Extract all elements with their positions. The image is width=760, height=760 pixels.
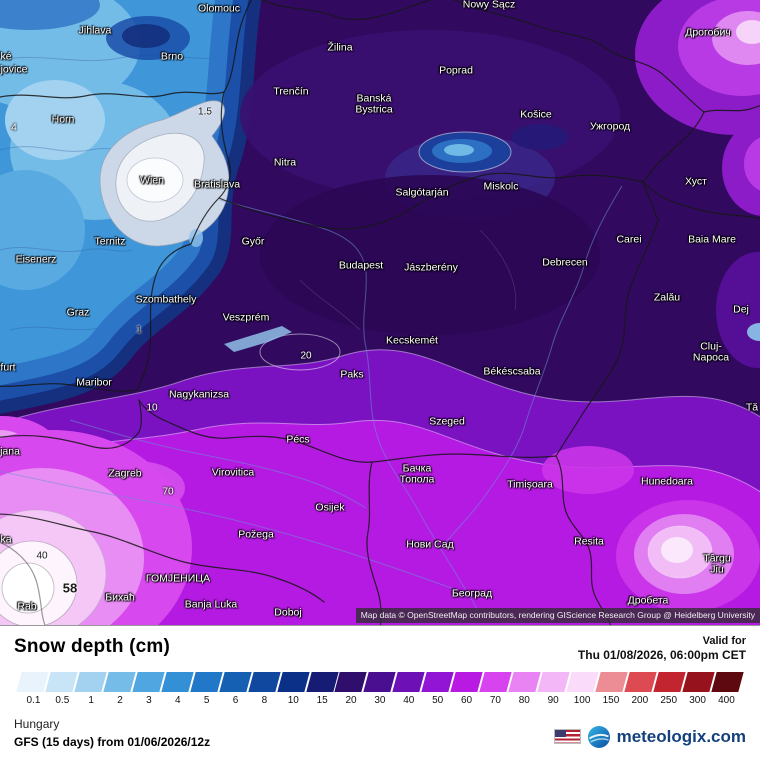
- brand-block: meteologix.com: [553, 725, 746, 749]
- legend-scale-segment: [392, 671, 426, 692]
- legend-scale-segment: [218, 671, 252, 692]
- legend-scale-label: 2: [117, 694, 123, 706]
- legend-scale-segment: [363, 671, 397, 692]
- model-info: Hungary GFS (15 days) from 01/06/2026/12…: [14, 717, 210, 749]
- legend-scale-label: 0.5: [55, 694, 70, 706]
- legend-scale-label: 100: [573, 694, 591, 706]
- legend-scale-label: 4: [175, 694, 181, 706]
- brand-name: meteologix.com: [616, 726, 746, 746]
- map-attribution: Map data © OpenStreetMap contributors, r…: [355, 607, 760, 623]
- legend-scale-label: 70: [489, 694, 501, 706]
- valid-for-label: Valid for: [702, 635, 746, 647]
- legend-scale-segment: [682, 671, 715, 692]
- legend-header: Snow depth (cm) Valid for Thu 01/08/2026…: [14, 634, 746, 664]
- region-label: Hungary: [14, 716, 60, 731]
- valid-info: Valid for Thu 01/08/2026, 06:00pm CET: [578, 634, 746, 664]
- legend-scale-label: 400: [718, 694, 735, 706]
- legend-scale-segment: [479, 671, 512, 692]
- legend-scale-label: 30: [374, 694, 386, 706]
- legend-title: Snow depth (cm): [14, 636, 171, 657]
- us-flag-icon: [553, 729, 581, 745]
- legend-scale-segment: [508, 671, 541, 692]
- legend-scale-segment: [450, 671, 483, 692]
- legend-scale-segment: [421, 671, 454, 692]
- legend-scale-segment: [161, 671, 194, 692]
- legend-scale-label: 15: [316, 694, 328, 706]
- color-scale-bar: [14, 671, 746, 692]
- legend-scale-label: 5: [203, 694, 210, 706]
- legend-scale-segment: [624, 671, 657, 692]
- legend-scale-segment: [334, 671, 368, 692]
- legend-scale-segment: [132, 671, 165, 692]
- legend-scale-label: 1: [88, 694, 94, 706]
- map-graphic: [0, 0, 760, 625]
- legend-scale-label: 50: [432, 694, 444, 706]
- legend-scale-segment: [305, 671, 339, 692]
- legend-panel: Snow depth (cm) Valid for Thu 01/08/2026…: [0, 625, 760, 760]
- legend-scale-label: 8: [261, 694, 268, 706]
- legend-scale-segment: [247, 671, 281, 692]
- snow-depth-map[interactable]: ké jovice Jihlava Brno Olomouc Nowy Sącz Дрого…: [0, 0, 760, 625]
- legend-scale-segment: [16, 671, 49, 692]
- meteologix-logo-icon: [587, 725, 610, 748]
- legend-scale-label: 3: [146, 694, 152, 706]
- legend-scale-segment: [711, 671, 744, 692]
- legend-scale-label: 300: [689, 694, 706, 706]
- legend-scale-label: 20: [345, 694, 357, 706]
- legend-scale-segment: [276, 671, 310, 692]
- legend-scale-label: 200: [631, 694, 649, 706]
- legend-footer: Hungary GFS (15 days) from 01/06/2026/12…: [14, 717, 746, 749]
- legend-scale-segment: [653, 671, 686, 692]
- legend-scale-label: 60: [461, 694, 473, 706]
- legend-scale-label: 10: [287, 694, 299, 706]
- legend-scale-label: 6: [232, 694, 239, 706]
- legend-scale-segment: [45, 671, 78, 692]
- color-scale-labels: 0.1 0.5 1 2 3 4 5 6 8 10 15 20 30 40 50 60 70 80 90 100 150 2…: [14, 695, 746, 706]
- legend-scale-label: 40: [403, 694, 415, 706]
- legend-scale-segment: [190, 671, 223, 692]
- legend-scale-label: 90: [547, 694, 559, 706]
- valid-time: Thu 01/08/2026, 06:00pm CET: [577, 648, 746, 663]
- legend-scale-label: 250: [660, 694, 678, 706]
- legend-scale-segment: [74, 671, 107, 692]
- legend-scale-label: 150: [602, 694, 620, 706]
- legend-scale-segment: [103, 671, 136, 692]
- legend-scale-segment: [595, 671, 628, 692]
- legend-scale-label: 0.1: [26, 694, 41, 706]
- legend-scale-segment: [537, 671, 570, 692]
- legend-scale-segment: [566, 671, 599, 692]
- legend-scale-label: 80: [518, 694, 530, 706]
- model-run-label: GFS (15 days) from 01/06/2026/12z: [14, 734, 211, 749]
